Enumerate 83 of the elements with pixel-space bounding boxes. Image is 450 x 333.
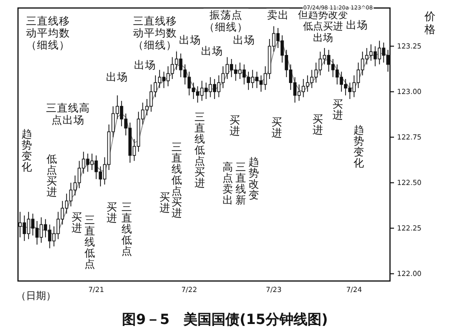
candlestick — [188, 71, 191, 96]
candlestick — [44, 218, 48, 238]
annotation: 买进 — [272, 116, 282, 140]
candlestick — [162, 71, 166, 88]
annotation: 三直线移动平均数（细线） — [133, 14, 177, 52]
candlestick — [374, 46, 377, 67]
annotation: 买进 — [72, 212, 82, 234]
annotation: 三直线移动平均数（细线） — [26, 14, 70, 52]
candlestick — [246, 71, 250, 90]
annotation: 三直线低点 — [84, 214, 96, 270]
candlestick — [234, 64, 238, 82]
annotation: 高点卖出 — [222, 160, 234, 206]
annotation: 买进 — [312, 114, 324, 136]
candlestick — [78, 160, 81, 189]
candlestick — [26, 211, 30, 240]
candlestick — [208, 76, 212, 98]
annotation: 但趋势改变低点买进出场 — [298, 9, 348, 44]
annotation: 买进 — [106, 202, 118, 224]
candlestick — [344, 78, 348, 96]
candlestick — [196, 86, 200, 104]
candlestick — [302, 78, 305, 98]
candlestick — [230, 58, 234, 78]
candlestick — [259, 74, 263, 92]
annotation: 出场 — [233, 34, 255, 46]
annotation: 趋势变化 — [22, 128, 32, 174]
candlestick — [336, 64, 339, 85]
candlestick — [22, 215, 26, 242]
candlestick — [221, 66, 225, 88]
candlestick — [217, 74, 220, 98]
candlestick — [158, 69, 162, 88]
candlestick — [48, 224, 52, 249]
annotation: 三直线低点 — [122, 202, 132, 258]
candlestick — [204, 82, 208, 100]
annotation: 卖出 — [267, 8, 289, 22]
candlestick — [378, 40, 382, 65]
candlestick — [331, 58, 335, 78]
candlestick — [150, 84, 153, 112]
annotation: 出场 — [106, 70, 128, 84]
candlestick — [314, 62, 318, 84]
candlestick — [327, 49, 330, 72]
candlestick — [69, 182, 72, 207]
annotation: 出场 — [134, 58, 156, 72]
text: 图9－5 美国国债(15分钟线图) — [122, 311, 328, 328]
candlestick — [242, 64, 246, 85]
annotation: 趋势改变 — [248, 156, 260, 202]
y-axis-title: 价格 — [424, 10, 436, 36]
candlestick — [35, 220, 39, 245]
candlestick — [348, 82, 352, 100]
candlestick — [255, 71, 258, 88]
candlestick — [238, 62, 242, 80]
candlestick — [179, 53, 182, 78]
annotation: 低点买进 — [46, 154, 58, 198]
candlestick — [56, 211, 60, 240]
annotation: 出场 — [201, 44, 223, 58]
candlestick — [318, 51, 322, 76]
candlestick — [40, 216, 43, 244]
candlestick — [250, 69, 254, 88]
annotation: 买进 — [160, 192, 170, 214]
candlestick — [94, 155, 98, 180]
candlestick — [120, 100, 124, 127]
annotation: 出场 — [346, 18, 368, 32]
annotation: 趋势变化 — [354, 124, 364, 170]
candlestick — [86, 153, 90, 172]
candlestick — [170, 56, 174, 80]
annotation: 出场 — [179, 34, 201, 46]
annotation: 三直线低点买进 — [194, 112, 206, 190]
candlestick — [226, 56, 229, 80]
annotation: 三直线低点买进 — [172, 142, 182, 220]
candlestick — [166, 66, 170, 87]
annotation: 买进 — [332, 98, 344, 122]
candlestick — [90, 153, 94, 170]
annotation: 三直线高点出场 — [46, 102, 90, 126]
annotation: 振荡点（细线） — [204, 8, 248, 34]
candlestick — [31, 213, 34, 236]
candlestick — [212, 78, 216, 100]
candlestick — [340, 71, 344, 92]
x-axis-title: （日期） — [16, 290, 56, 302]
annotation: 买进 — [230, 114, 240, 138]
candlestick — [382, 42, 386, 63]
annotation: 三直线新 — [236, 162, 246, 206]
candlestick — [356, 62, 360, 88]
candlestick — [310, 69, 314, 88]
candlestick — [200, 80, 204, 102]
